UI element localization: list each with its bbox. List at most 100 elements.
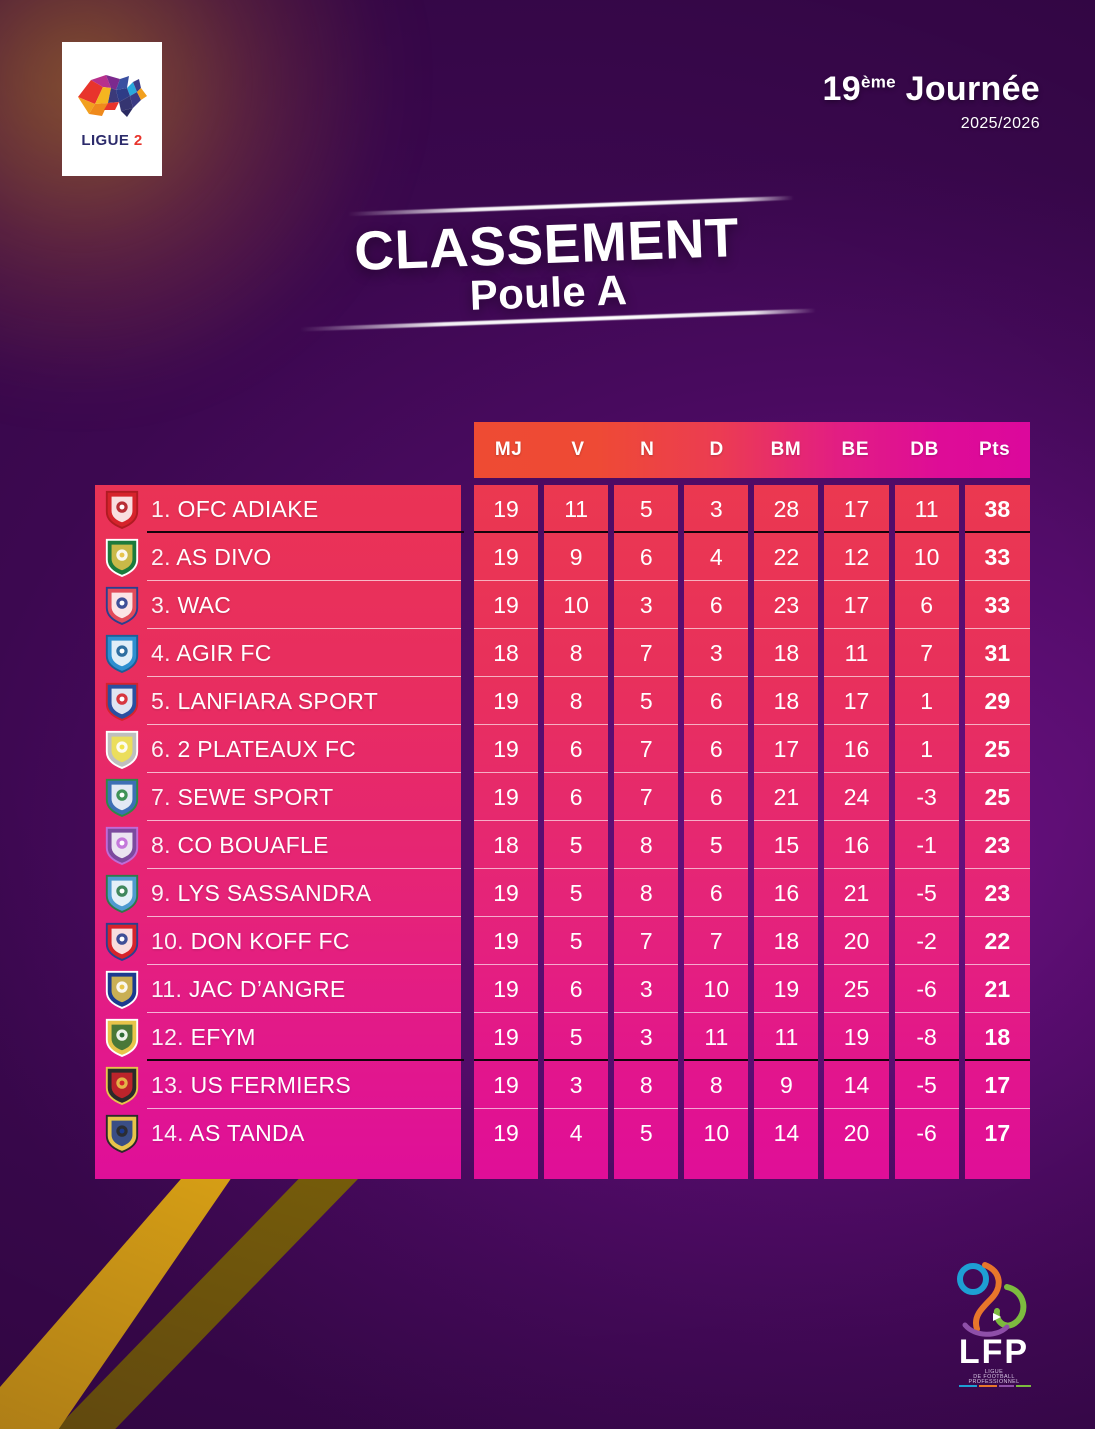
stat-cell-n: 8 [614,1061,679,1109]
stat-cell-db: -5 [894,869,959,917]
cell-separator [614,1107,679,1109]
stat-value: 19 [493,591,519,618]
stats-column-db: 11 10 6 7 1 1 -3 -1 -5 -2 -6 -8 -5 -6 [894,485,959,1179]
stat-value: 8 [639,1071,653,1098]
stat-value: 15 [773,831,800,858]
stat-cell-n: 7 [614,629,679,677]
cell-separator [474,579,539,581]
table-row[interactable]: 4. AGIR FC [95,629,461,677]
2-plateaux-fc-crest [105,730,139,769]
table-row[interactable]: 14. AS TANDA [95,1109,461,1157]
cell-separator [544,675,609,677]
stat-cell-pts: 23 [964,869,1031,917]
table-row[interactable]: 3. WAC [95,581,461,629]
jac-dangre-crest [105,970,139,1009]
row-separator [147,627,461,629]
stat-cell-db: 1 [894,677,959,725]
stat-value: 23 [984,831,1011,858]
team-name: CO BOUAFLE [177,831,329,858]
team-name: WAC [177,591,232,618]
cell-separator [544,819,609,821]
elephant-polygon-icon [78,74,147,117]
don-koff-fc-crest [105,922,139,961]
cell-separator [824,867,889,869]
stat-value: -5 [916,879,937,906]
row-separator [147,723,461,725]
team-name: EFYM [190,1023,256,1050]
stat-value: 17 [843,591,870,618]
cell-separator [474,867,539,869]
stat-cell-be: 20 [824,917,889,965]
stat-value: 5 [569,879,583,906]
stat-cell-db: -5 [894,1061,959,1109]
team-crest [103,585,141,625]
row-separator [147,915,461,917]
table-row[interactable]: 7. SEWE SPORT [95,773,461,821]
stat-cell-db: -1 [894,821,959,869]
team-name-label: 14. AS TANDA [151,1120,305,1147]
cell-separator [824,675,889,677]
stat-value: 7 [709,927,723,954]
stat-cell-d: 6 [684,581,749,629]
stats-column-bm: 28 22 23 18 18 17 21 15 16 18 19 11 9 14 [754,485,819,1179]
stat-value: 18 [773,687,800,714]
cell-separator [894,1107,959,1109]
stat-cell-pts: 17 [965,1109,1030,1157]
table-row[interactable]: 10. DON KOFF FC [95,917,461,965]
team-position: 6. [151,735,171,762]
stat-cell-mj: 19 [474,965,539,1013]
stat-cell-pts: 33 [964,533,1031,581]
cell-separator [754,819,819,821]
stat-cell-be: 14 [824,1061,889,1109]
stat-cell-d: 3 [684,485,749,533]
team-crest [103,681,141,721]
ofc-adiake-crest [105,490,139,529]
stat-cell-db: 6 [894,581,959,629]
row-separator [147,579,461,581]
row-separator [147,1011,461,1013]
as-divo-crest [105,538,139,577]
table-row[interactable]: 12. EFYM [95,1013,464,1061]
team-name-label: 3. WAC [151,592,231,619]
stat-cell-be: 20 [824,1109,888,1157]
cell-separator [754,915,819,917]
cell-separator [614,579,679,581]
stat-cell-bm: 23 [754,581,819,629]
table-row[interactable]: 5. LANFIARA SPORT [95,677,461,725]
stat-value: 6 [920,591,933,618]
cell-separator [684,1011,749,1013]
stat-value: 19 [493,735,519,762]
stat-cell-v: 8 [544,677,609,725]
stat-cell-db: -3 [894,773,959,821]
cell-separator [824,1058,889,1061]
stat-cell-bm: 19 [754,965,819,1013]
stat-cell-v: 11 [544,485,609,533]
stat-value: 6 [569,975,583,1002]
table-row[interactable]: 6. 2 PLATEAUX FC [95,725,461,773]
stat-value: 17 [843,687,870,714]
team-name-label: 12. EFYM [151,1024,256,1051]
cell-separator [474,771,539,773]
cell-separator [964,530,1031,533]
svg-text:PROFESSIONNEL: PROFESSIONNEL [968,1379,1019,1385]
column-header-be: BE [841,439,870,460]
row-separator [147,530,464,533]
team-name: US FERMIERS [190,1071,352,1098]
stat-cell-n: 3 [614,1013,679,1061]
table-row[interactable]: 11. JAC D’ANGRE [95,965,461,1013]
cell-separator [824,915,889,917]
cell-separator [544,771,609,773]
stat-value: 8 [569,639,583,666]
table-row[interactable]: 9. LYS SASSANDRA [95,869,461,917]
cell-separator [614,915,679,917]
table-row[interactable]: 8. CO BOUAFLE [95,821,461,869]
team-crest [103,1017,141,1057]
table-row[interactable]: 1. OFC ADIAKE [95,485,464,533]
stat-value: 4 [569,1119,583,1146]
matchday-word: Journée [905,70,1040,108]
stat-value: -6 [916,1119,937,1146]
table-row[interactable]: 13. US FERMIERS [95,1061,461,1109]
cell-separator [754,1107,819,1109]
stat-value: 6 [709,879,723,906]
table-row[interactable]: 2. AS DIVO [95,533,461,581]
